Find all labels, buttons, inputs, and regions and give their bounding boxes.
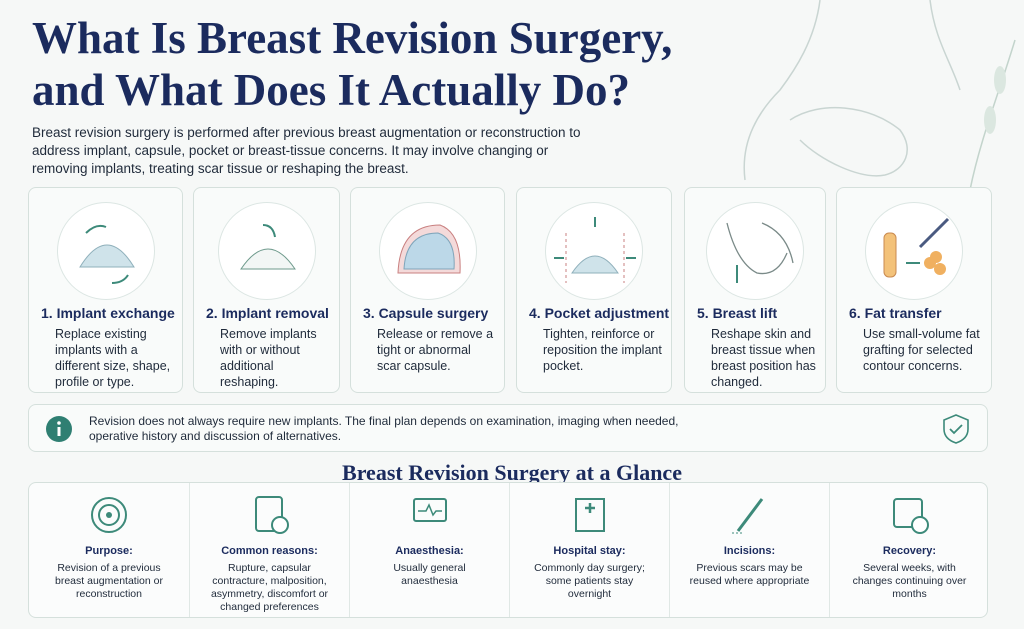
icon — [865, 202, 963, 300]
glance-label: Anaesthesia: — [395, 545, 464, 557]
note: Revision does not always require new imp… — [28, 404, 988, 452]
glance-item: Recovery: Several weeks, with changes con… — [829, 483, 989, 617]
glance-text: Several weeks, with changes continuing o… — [852, 562, 967, 600]
icon — [56, 202, 155, 300]
card: 5. Breast lift Reshape skin and breast ti… — [684, 187, 826, 393]
decor-illustration — [743, 0, 1016, 190]
glance-label: Hospital stay: — [553, 545, 626, 557]
glance-item: Common reasons: Rupture, capsular contrac… — [189, 483, 349, 617]
glance-label: Purpose: — [85, 545, 133, 557]
card-title: 6. Fat transfer — [849, 305, 942, 321]
card-title: 4. Pocket adjustment — [529, 305, 670, 321]
shield-icon — [943, 414, 969, 444]
glance-text: Commonly day surgery; some patients stay… — [534, 562, 645, 600]
title-line: and What Does It Actually Do? — [32, 65, 630, 115]
icon — [217, 202, 316, 300]
glance: Purpose: Revision of a previous breast au… — [28, 482, 988, 618]
card-text: Remove implants with or without addition… — [220, 327, 317, 389]
glance-text: Previous scars may be reused where appro… — [689, 562, 810, 587]
card-title: 3. Capsule surgery — [363, 305, 489, 321]
card: 6. Fat transfer Use small-volume fat graf… — [836, 187, 992, 393]
glance-text: Revision of a previous breast augmentati… — [55, 562, 163, 600]
icon — [706, 202, 804, 300]
card-title: 5. Breast lift — [697, 305, 778, 321]
card: 2. Implant removal Remove implants with o… — [193, 187, 340, 393]
card-text: Release or remove a tight or abnormal sc… — [377, 327, 494, 373]
icon — [545, 202, 643, 300]
card: 4. Pocket adjustment Tighten, reinforce o… — [516, 187, 672, 393]
card: 3. Capsule surgery Release or remove a ti… — [350, 187, 505, 393]
card-text: Replace existing implants with a differe… — [55, 327, 171, 389]
intro: Breast revision surgery is performed aft… — [32, 125, 581, 176]
glance-item: Hospital stay: Commonly day surgery; some… — [509, 483, 669, 617]
card-text: Use small-volume fat grafting for select… — [863, 327, 980, 373]
card-title: 2. Implant removal — [206, 305, 329, 321]
card: 1. Implant exchange Replace existing impl… — [28, 187, 183, 393]
info-icon — [46, 416, 72, 442]
card-title: 1. Implant exchange — [41, 305, 175, 321]
title: What Is Breast Revision Surgery, and What… — [32, 12, 672, 116]
glance-text: Rupture, capsular contracture, malpositi… — [210, 562, 329, 613]
glance-label: Recovery: — [882, 545, 937, 557]
glance-item: Anaesthesia: Usually general anaesthesia — [349, 483, 509, 617]
icon — [378, 202, 477, 300]
title-line: What Is Breast Revision Surgery, — [32, 13, 673, 63]
glance-text: Usually general anaesthesia — [393, 562, 466, 587]
glance-label: Incisions: — [723, 545, 776, 557]
glance-item: Incisions: Previous scars may be reused w… — [669, 483, 829, 617]
card-text: Reshape skin and breast tissue when brea… — [711, 327, 816, 389]
card-text: Tighten, reinforce or reposition the imp… — [543, 327, 662, 373]
glance-title: Breast Revision Surgery at a Glance — [342, 460, 682, 485]
note-text: Revision does not always require new imp… — [89, 414, 679, 443]
glance-label: Common reasons: — [221, 545, 318, 557]
glance-item: Purpose: Revision of a previous breast au… — [29, 483, 189, 617]
